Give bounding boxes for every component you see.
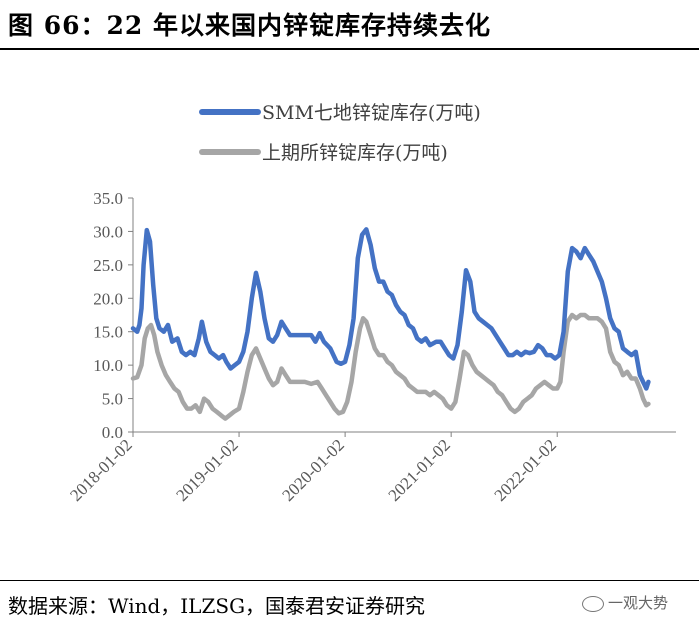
- footer-divider: [0, 580, 699, 581]
- wechat-icon: [582, 595, 604, 612]
- page-title: 图 66：22 年以来国内锌锭库存持续去化: [8, 11, 491, 40]
- x-tick-label: 2020-01-02: [278, 435, 348, 505]
- y-tick-label: 15.0: [93, 323, 123, 342]
- series-line-0: [130, 227, 651, 391]
- x-axis-ticks: 2018-01-02 2019-01-02 2020-01-02 2021-01-02…: [66, 432, 560, 505]
- legend-label-1: 上期所锌锭库存(万吨): [262, 142, 448, 164]
- x-tick-label: 2022-01-02: [491, 435, 561, 505]
- watermark: 一观大势: [582, 592, 668, 613]
- watermark-text: 一观大势: [608, 594, 669, 612]
- chart-series: [130, 227, 651, 421]
- y-tick-label: 25.0: [93, 256, 123, 275]
- y-tick-label: 10.0: [93, 356, 123, 375]
- y-tick-label: 30.0: [93, 222, 123, 241]
- y-tick-label: 20.0: [93, 289, 123, 308]
- data-source-note: 数据来源：Wind，ILZSG，国泰君安证券研究: [8, 594, 426, 618]
- zinc-inventory-chart: SMM七地锌锭库存(万吨) 上期所锌锭库存(万吨) 0.0 5.0 10.0 15.0 2…: [66, 102, 676, 505]
- y-tick-label: 0.0: [102, 423, 123, 442]
- x-tick-label: 2019-01-02: [172, 435, 242, 505]
- title-divider: [0, 48, 699, 50]
- y-tick-label: 5.0: [102, 390, 123, 409]
- chart-legend: SMM七地锌锭库存(万吨) 上期所锌锭库存(万吨): [199, 102, 481, 164]
- x-tick-label: 2018-01-02: [66, 435, 136, 505]
- y-axis-ticks: 0.0 5.0 10.0 15.0 20.0 25.0 30.0 35.0: [93, 189, 133, 442]
- y-tick-label: 35.0: [93, 189, 123, 208]
- legend-label-0: SMM七地锌锭库存(万吨): [262, 102, 481, 124]
- x-tick-label: 2021-01-02: [384, 435, 454, 505]
- series-line-1: [130, 312, 651, 421]
- chart-axes: [132, 198, 676, 433]
